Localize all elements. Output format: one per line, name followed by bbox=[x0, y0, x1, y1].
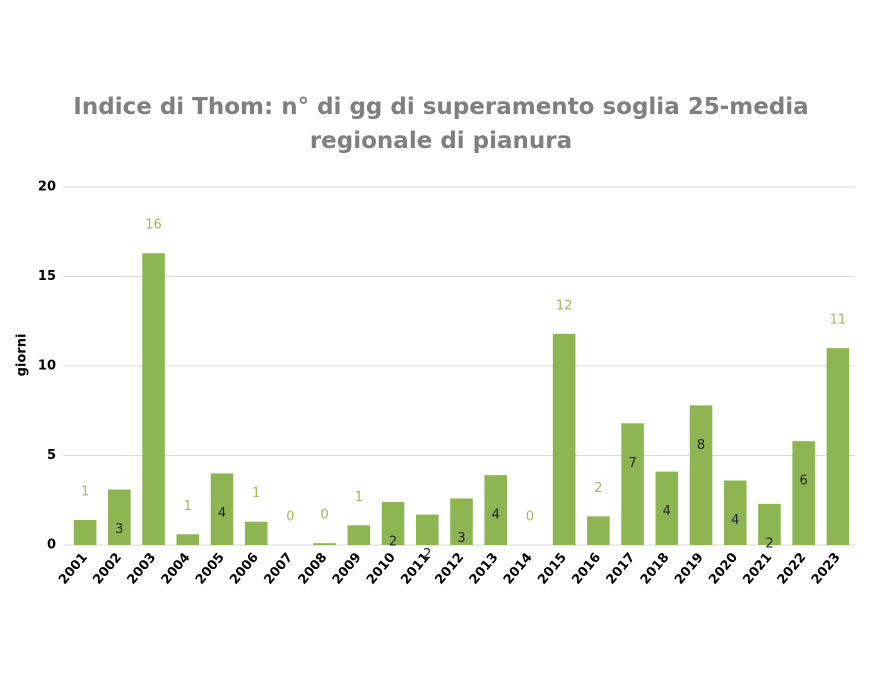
x-tick-label: 2022 bbox=[775, 550, 810, 587]
y-tick-label: 20 bbox=[38, 180, 56, 195]
x-tick-label: 2019 bbox=[672, 550, 707, 587]
x-tick-label: 2012 bbox=[432, 550, 467, 587]
data-label: 16 bbox=[145, 218, 162, 233]
data-label: 4 bbox=[492, 508, 500, 523]
bar bbox=[210, 473, 234, 545]
data-label: 3 bbox=[115, 522, 123, 537]
data-label: 1 bbox=[184, 499, 192, 514]
x-tick-label: 2002 bbox=[90, 550, 125, 587]
data-label: 4 bbox=[663, 504, 671, 519]
data-label: 0 bbox=[320, 508, 328, 523]
data-label: 8 bbox=[697, 438, 705, 453]
data-label: 11 bbox=[830, 313, 847, 328]
y-tick-label: 0 bbox=[47, 538, 56, 553]
data-label: 0 bbox=[526, 510, 534, 525]
data-label: 1 bbox=[81, 484, 89, 499]
data-label: 4 bbox=[218, 506, 226, 521]
x-tick-label: 2018 bbox=[638, 550, 673, 587]
x-tick-label: 2005 bbox=[193, 550, 228, 587]
x-tick-label: 2016 bbox=[569, 550, 604, 587]
x-tick-label: 2003 bbox=[125, 550, 160, 587]
x-tick-label: 2014 bbox=[501, 550, 536, 587]
data-label: 6 bbox=[800, 474, 808, 489]
data-label: 2 bbox=[389, 535, 397, 550]
data-label: 4 bbox=[731, 513, 739, 528]
data-label: 7 bbox=[628, 456, 636, 471]
y-tick-label: 15 bbox=[38, 269, 56, 284]
x-tick-label: 2013 bbox=[467, 550, 502, 587]
data-label: 2 bbox=[594, 481, 602, 496]
bar bbox=[587, 516, 610, 545]
bar bbox=[142, 253, 165, 546]
bar bbox=[758, 503, 781, 545]
data-label: 12 bbox=[556, 298, 573, 313]
bar bbox=[73, 519, 97, 545]
x-tick-label: 2021 bbox=[740, 550, 775, 587]
data-label: 1 bbox=[252, 486, 260, 501]
x-tick-label: 2010 bbox=[364, 550, 399, 587]
data-label: 2 bbox=[765, 536, 773, 551]
y-tick-label: 10 bbox=[38, 359, 56, 374]
x-tick-label: 2020 bbox=[706, 550, 741, 587]
bar bbox=[381, 502, 405, 545]
x-tick-label: 2023 bbox=[809, 550, 844, 587]
bar bbox=[313, 543, 336, 545]
x-tick-label: 2008 bbox=[296, 550, 331, 587]
bar bbox=[621, 423, 644, 545]
bar bbox=[655, 471, 679, 545]
data-label: 2 bbox=[423, 547, 431, 562]
data-label: 0 bbox=[286, 510, 294, 525]
data-label: 3 bbox=[457, 531, 465, 546]
bar bbox=[723, 480, 747, 545]
chart-title: Indice di Thom: n° di gg di superamento … bbox=[73, 94, 809, 154]
x-tick-label: 2006 bbox=[227, 550, 262, 587]
bar bbox=[689, 405, 713, 545]
bar bbox=[108, 489, 131, 545]
x-tick-label: 2015 bbox=[535, 550, 570, 587]
bar bbox=[792, 441, 815, 545]
data-label: 1 bbox=[355, 490, 363, 505]
bar bbox=[484, 475, 508, 545]
bar bbox=[450, 498, 473, 545]
bar bbox=[552, 333, 576, 545]
x-tick-label: 2017 bbox=[604, 550, 639, 587]
y-axis-label: giorni bbox=[15, 334, 30, 377]
x-tick-label: 2001 bbox=[56, 550, 91, 587]
x-tick-label: 2007 bbox=[261, 550, 296, 587]
x-tick-label: 2004 bbox=[159, 550, 194, 587]
bar bbox=[244, 521, 268, 545]
x-tick-label: 2009 bbox=[330, 550, 365, 587]
bar bbox=[176, 534, 200, 545]
bar bbox=[347, 525, 371, 545]
bar bbox=[415, 514, 439, 545]
y-tick-label: 5 bbox=[47, 448, 56, 463]
bar bbox=[826, 348, 850, 545]
